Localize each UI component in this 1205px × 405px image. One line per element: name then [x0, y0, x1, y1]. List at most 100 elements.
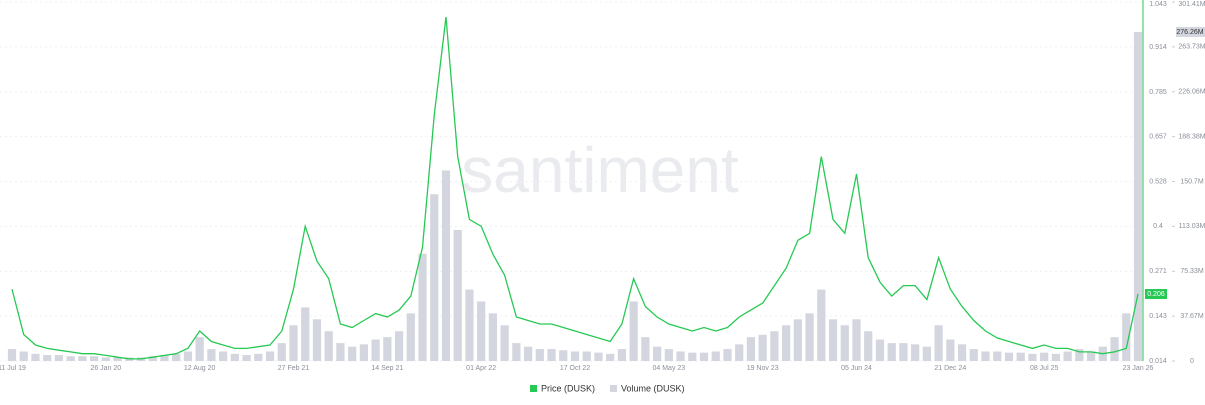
- volume-bar: [430, 194, 439, 361]
- volume-bar: [195, 337, 204, 361]
- volume-bar: [1122, 313, 1131, 361]
- volume-bar: [148, 356, 157, 361]
- volume-bar: [477, 301, 486, 361]
- volume-bar: [418, 253, 427, 361]
- volume-bar: [676, 351, 685, 361]
- volume-bar: [289, 325, 298, 361]
- volume-bar: [1040, 352, 1049, 361]
- volume-bar: [746, 337, 756, 361]
- y2-tick-label: 188.38M: [1178, 133, 1205, 140]
- volume-bar: [1063, 351, 1072, 361]
- volume-bar: [934, 325, 943, 361]
- volume-bar: [559, 350, 568, 361]
- volume-bar: [207, 349, 216, 361]
- y-tick-label: 0.657: [1149, 134, 1167, 141]
- volume-bar: [265, 351, 275, 361]
- volume-bar: [1028, 353, 1037, 361]
- x-tick-label: 27 Feb 21: [278, 365, 310, 372]
- volume-bar: [828, 319, 838, 361]
- volume-bar: [406, 313, 415, 361]
- volume-bar: [981, 351, 990, 361]
- volume-value-box: [1176, 26, 1205, 37]
- y2-tick-label: 263.73M: [1178, 44, 1205, 51]
- x-tick-label: 11 Jul 19: [0, 365, 26, 372]
- y-tick-label: 0.528: [1149, 179, 1167, 186]
- x-tick-label: 17 Oct 22: [560, 365, 590, 372]
- volume-bar: [66, 356, 75, 361]
- volume-bar: [957, 344, 967, 361]
- volume-bar: [946, 339, 955, 361]
- volume-bar: [312, 319, 322, 361]
- volume-bar: [793, 319, 802, 361]
- volume-bar: [699, 352, 709, 361]
- y-tick-label: 0.014: [1149, 358, 1167, 365]
- volume-bar: [817, 289, 826, 361]
- volume-bar: [535, 349, 544, 361]
- y-tick-label: 0.143: [1149, 313, 1167, 320]
- volume-bar: [652, 346, 662, 361]
- volume-bar: [606, 353, 615, 361]
- x-tick-label: 19 Nov 23: [747, 365, 779, 372]
- volume-bar: [1110, 337, 1119, 361]
- volume-bar: [617, 349, 627, 361]
- volume-bar: [371, 339, 380, 361]
- volume-bar: [383, 337, 392, 361]
- volume-bar: [805, 313, 814, 361]
- volume-bar: [359, 344, 368, 361]
- y-tick-label: 1.043: [1149, 1, 1167, 8]
- volume-bar: [101, 357, 110, 361]
- volume-bar: [441, 170, 451, 361]
- volume-bar: [1075, 349, 1084, 361]
- volume-bar: [1004, 352, 1014, 361]
- legend-label: Volume (DUSK): [621, 383, 685, 393]
- volume-bar: [864, 331, 873, 361]
- price-value-box: [1145, 289, 1167, 300]
- y2-tick-label: 113.03M: [1179, 223, 1205, 230]
- volume-bar: [887, 343, 896, 361]
- volume-bar: [840, 325, 849, 361]
- y-tick-label: 0.4: [1153, 223, 1163, 230]
- volume-bar: [523, 346, 533, 361]
- volume-bar: [711, 351, 720, 361]
- x-tick-label: 26 Jan 20: [90, 365, 121, 372]
- volume-bar: [78, 356, 87, 361]
- legend-swatch: [610, 385, 618, 392]
- volume-value-label: 276.26M: [1176, 29, 1203, 36]
- volume-bar: [230, 353, 239, 361]
- volume-bar: [336, 343, 345, 361]
- volume-bar: [641, 337, 650, 361]
- volume-bar: [875, 339, 885, 361]
- price-line: [11, 16, 1139, 360]
- volume-bar: [1086, 351, 1096, 361]
- volume-bar: [723, 349, 732, 361]
- volume-bar: [324, 331, 333, 361]
- volume-bar: [758, 334, 767, 361]
- volume-bar: [911, 344, 920, 361]
- volume-bar: [219, 351, 228, 361]
- volume-bar: [570, 351, 580, 361]
- y2-tick-label: 301.41M: [1178, 1, 1205, 8]
- volume-bar: [453, 229, 462, 361]
- volume-bar: [500, 325, 509, 361]
- x-tick-label: 08 Jul 25: [1030, 365, 1059, 372]
- volume-bar: [89, 356, 99, 361]
- volume-bar: [664, 349, 673, 361]
- volume-bar: [1133, 31, 1143, 361]
- volume-bar: [1051, 353, 1061, 361]
- volume-bar: [488, 313, 498, 361]
- volume-bar: [782, 325, 791, 361]
- volume-bar: [254, 353, 263, 361]
- volume-bar: [242, 355, 251, 361]
- x-tick-label: 12 Aug 20: [184, 365, 216, 372]
- volume-bar: [770, 331, 779, 361]
- volume-bar: [547, 349, 556, 361]
- x-tick-label: 01 Apr 22: [466, 365, 496, 372]
- x-tick-label: 04 May 23: [652, 365, 685, 372]
- x-tick-label: 14 Sep 21: [371, 365, 403, 372]
- price-value-label: 0.206: [1147, 291, 1165, 298]
- volume-bar: [594, 352, 603, 361]
- x-tick-label: 05 Jun 24: [841, 365, 872, 372]
- volume-bar: [582, 351, 591, 361]
- watermark: santiment: [461, 134, 739, 206]
- volume-bar: [19, 351, 28, 361]
